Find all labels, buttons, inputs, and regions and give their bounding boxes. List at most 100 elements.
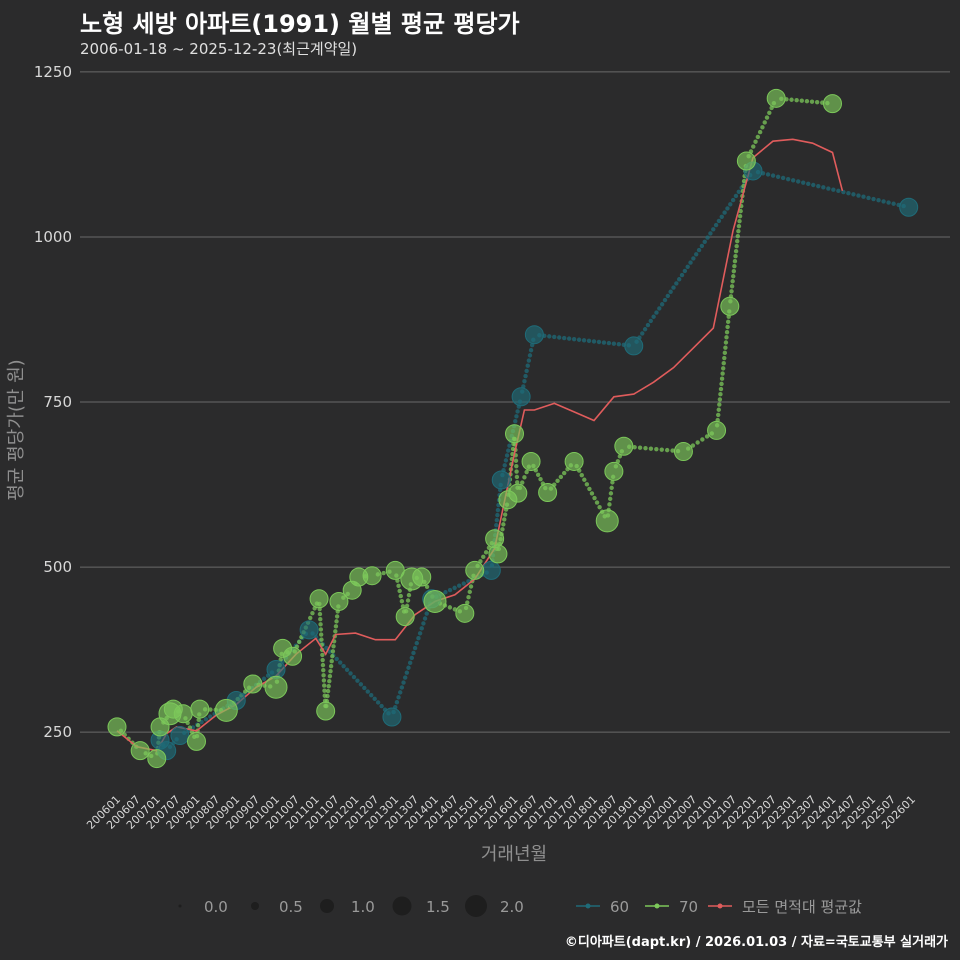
- connector-dot: [334, 619, 339, 624]
- connector-dot: [483, 550, 489, 555]
- connector-dot: [465, 600, 470, 605]
- connector-dot: [407, 660, 413, 666]
- connector-dot: [513, 419, 518, 424]
- connector-dot: [764, 115, 770, 120]
- point-60: [491, 470, 511, 490]
- connector-dot: [856, 193, 861, 198]
- connector-dot: [637, 445, 643, 450]
- connector-dot: [452, 585, 457, 591]
- connector-dot: [327, 673, 333, 679]
- legend-size-marker: [392, 896, 412, 916]
- connector-dot: [561, 335, 567, 341]
- connector-dot: [581, 338, 587, 343]
- point-70: [362, 566, 382, 586]
- connector-dot: [866, 195, 871, 201]
- connector-dot: [576, 337, 582, 342]
- point-70: [173, 704, 193, 724]
- connector-dot: [751, 144, 756, 149]
- legend-series-label: 70: [679, 898, 698, 916]
- connector-dot: [203, 717, 209, 722]
- connector-dot: [717, 402, 722, 407]
- connector-dot: [515, 480, 520, 485]
- connector-dot: [685, 264, 690, 269]
- connector-dot: [586, 338, 592, 344]
- connector-dot: [640, 331, 645, 336]
- connector-dot: [795, 179, 801, 184]
- connector-dot: [676, 277, 682, 282]
- connector-dot: [318, 622, 323, 627]
- connector-dot: [723, 340, 729, 345]
- connector-dot: [321, 673, 326, 678]
- connector-dot: [522, 475, 527, 480]
- connector-dot: [466, 595, 471, 600]
- connector-dot: [355, 678, 360, 683]
- connector-dot: [196, 717, 201, 723]
- point-70: [508, 483, 528, 503]
- connector-dot: [500, 527, 505, 532]
- connector-dot: [503, 458, 509, 463]
- connector-dot: [719, 214, 724, 219]
- connector-dot: [405, 598, 411, 603]
- connector-dot: [725, 319, 731, 325]
- connector-dot: [321, 683, 327, 688]
- legend-size-marker: [251, 902, 259, 910]
- connector-dot: [688, 260, 693, 265]
- connector-dot: [320, 662, 326, 668]
- connector-dot: [524, 469, 529, 475]
- connector-dot: [589, 491, 595, 496]
- point-60: [266, 659, 286, 679]
- connector-dot: [547, 334, 552, 339]
- point-70: [316, 701, 336, 721]
- connector-dot: [396, 695, 401, 700]
- connector-dot: [734, 243, 739, 249]
- connector-dot: [417, 631, 423, 636]
- connector-dot: [555, 478, 560, 484]
- connector-dot: [702, 239, 707, 244]
- connector-dot: [722, 210, 727, 215]
- connector-dot: [718, 392, 723, 397]
- legend-series-marker: [717, 903, 723, 909]
- connector-dot: [409, 655, 415, 661]
- connector-dot: [523, 373, 528, 379]
- point-70: [130, 741, 150, 761]
- connector-dot: [642, 327, 648, 332]
- point-70: [720, 296, 740, 316]
- connector-dot: [806, 181, 811, 187]
- connector-dot: [775, 174, 781, 180]
- connector-dot: [596, 339, 602, 345]
- connector-dot: [737, 218, 742, 224]
- point-70: [147, 749, 167, 769]
- connector-dot: [851, 192, 856, 197]
- connector-dot: [846, 191, 851, 196]
- connector-dot: [514, 474, 520, 480]
- connector-dot: [730, 279, 735, 284]
- point-60: [382, 707, 402, 727]
- legend-series-label: 모든 면적대 평균값: [742, 898, 862, 916]
- connector-dot: [327, 678, 332, 684]
- connector-dot: [760, 125, 765, 130]
- x-axis-label: 거래년월: [481, 844, 547, 865]
- connector-dot: [515, 409, 520, 414]
- point-70: [243, 674, 263, 694]
- connector-dot: [328, 668, 333, 674]
- chart-subtitle: 2006-01-18 ~ 2025-12-23(최근계약일): [80, 40, 358, 58]
- connector-dot: [821, 185, 826, 190]
- connector-dot: [731, 269, 737, 274]
- connector-dot: [261, 676, 267, 681]
- connector-dot: [730, 197, 736, 203]
- connector-dot: [737, 213, 743, 219]
- connector-dot: [606, 340, 612, 346]
- connector-dot: [659, 302, 665, 307]
- point-70: [604, 461, 624, 481]
- connector-dot: [535, 472, 541, 477]
- connector-dot: [720, 371, 725, 376]
- connector-dot: [836, 188, 841, 194]
- connector-dot: [654, 310, 659, 315]
- legend-size-label: 0.0: [204, 898, 228, 916]
- legend-size-label: 1.0: [351, 898, 375, 916]
- connector-dot: [876, 198, 881, 203]
- point-70: [505, 424, 524, 444]
- point-70: [673, 442, 693, 462]
- connector-dot: [659, 447, 664, 452]
- connector-dot: [333, 629, 338, 634]
